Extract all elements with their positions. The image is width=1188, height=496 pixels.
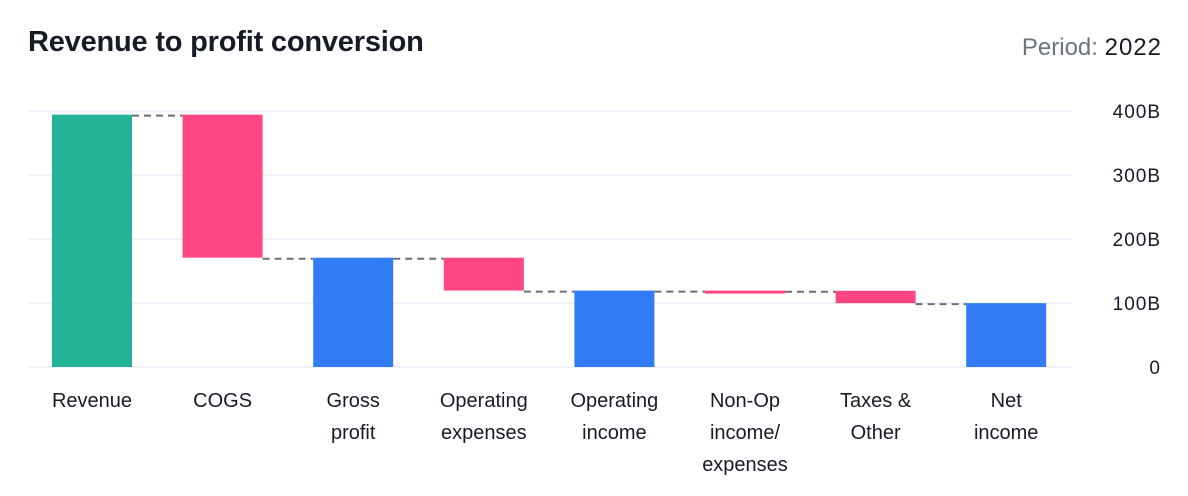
x-label-line: Taxes & — [840, 390, 912, 412]
bar-operating-expenses — [443, 257, 524, 291]
x-label-line: Non-Op — [710, 390, 780, 412]
x-label-line: expenses — [702, 454, 788, 476]
bar-operating-income — [574, 290, 655, 367]
bar-revenue — [52, 114, 132, 367]
bar-gross-profit — [313, 257, 394, 367]
bar-cogs — [182, 114, 263, 258]
x-label-line: Net — [991, 390, 1023, 412]
bar-non-op-income-expenses — [705, 290, 785, 294]
bar-taxes-other — [835, 290, 916, 304]
bar-net-income — [966, 303, 1047, 367]
x-category-label: Operating income — [570, 390, 658, 444]
y-tick-label: 400B — [1113, 102, 1161, 123]
x-category-label: Taxes & Other — [840, 390, 912, 444]
x-category-label: COGS — [193, 390, 252, 412]
x-label-line: COGS — [193, 390, 252, 412]
x-label-line: income — [974, 422, 1038, 444]
x-category-label: Operating expenses — [440, 390, 528, 444]
x-label-line: Operating — [440, 390, 528, 412]
x-category-label: Non-Op income/expenses — [702, 390, 788, 476]
period-indicator: Period: 2022 — [1022, 34, 1162, 62]
x-category-label: Revenue — [52, 390, 132, 412]
chart-title: Revenue to profit conversion — [28, 26, 424, 58]
bars — [52, 114, 1047, 367]
y-tick-label: 0 — [1149, 358, 1161, 379]
period-value: 2022 — [1104, 34, 1162, 61]
x-label-line: income/ — [710, 422, 780, 444]
x-label-line: Operating — [570, 390, 658, 412]
x-category-label: Gross profit — [327, 390, 380, 444]
x-label-line: profit — [331, 422, 376, 444]
connector-lines — [132, 114, 967, 306]
x-category-label: Net income — [974, 390, 1038, 444]
x-label-line: Other — [851, 422, 901, 444]
x-label-line: Gross — [327, 390, 380, 412]
period-label: Period: — [1021, 34, 1098, 61]
y-tick-label: 100B — [1113, 294, 1161, 315]
x-label-line: Revenue — [52, 390, 132, 412]
y-tick-label: 300B — [1113, 166, 1161, 187]
x-label-line: expenses — [441, 422, 527, 444]
y-axis-ticks: 0 100B 200B 300B 400B — [1113, 102, 1161, 379]
y-tick-label: 200B — [1113, 230, 1161, 251]
x-label-line: income — [582, 422, 646, 444]
